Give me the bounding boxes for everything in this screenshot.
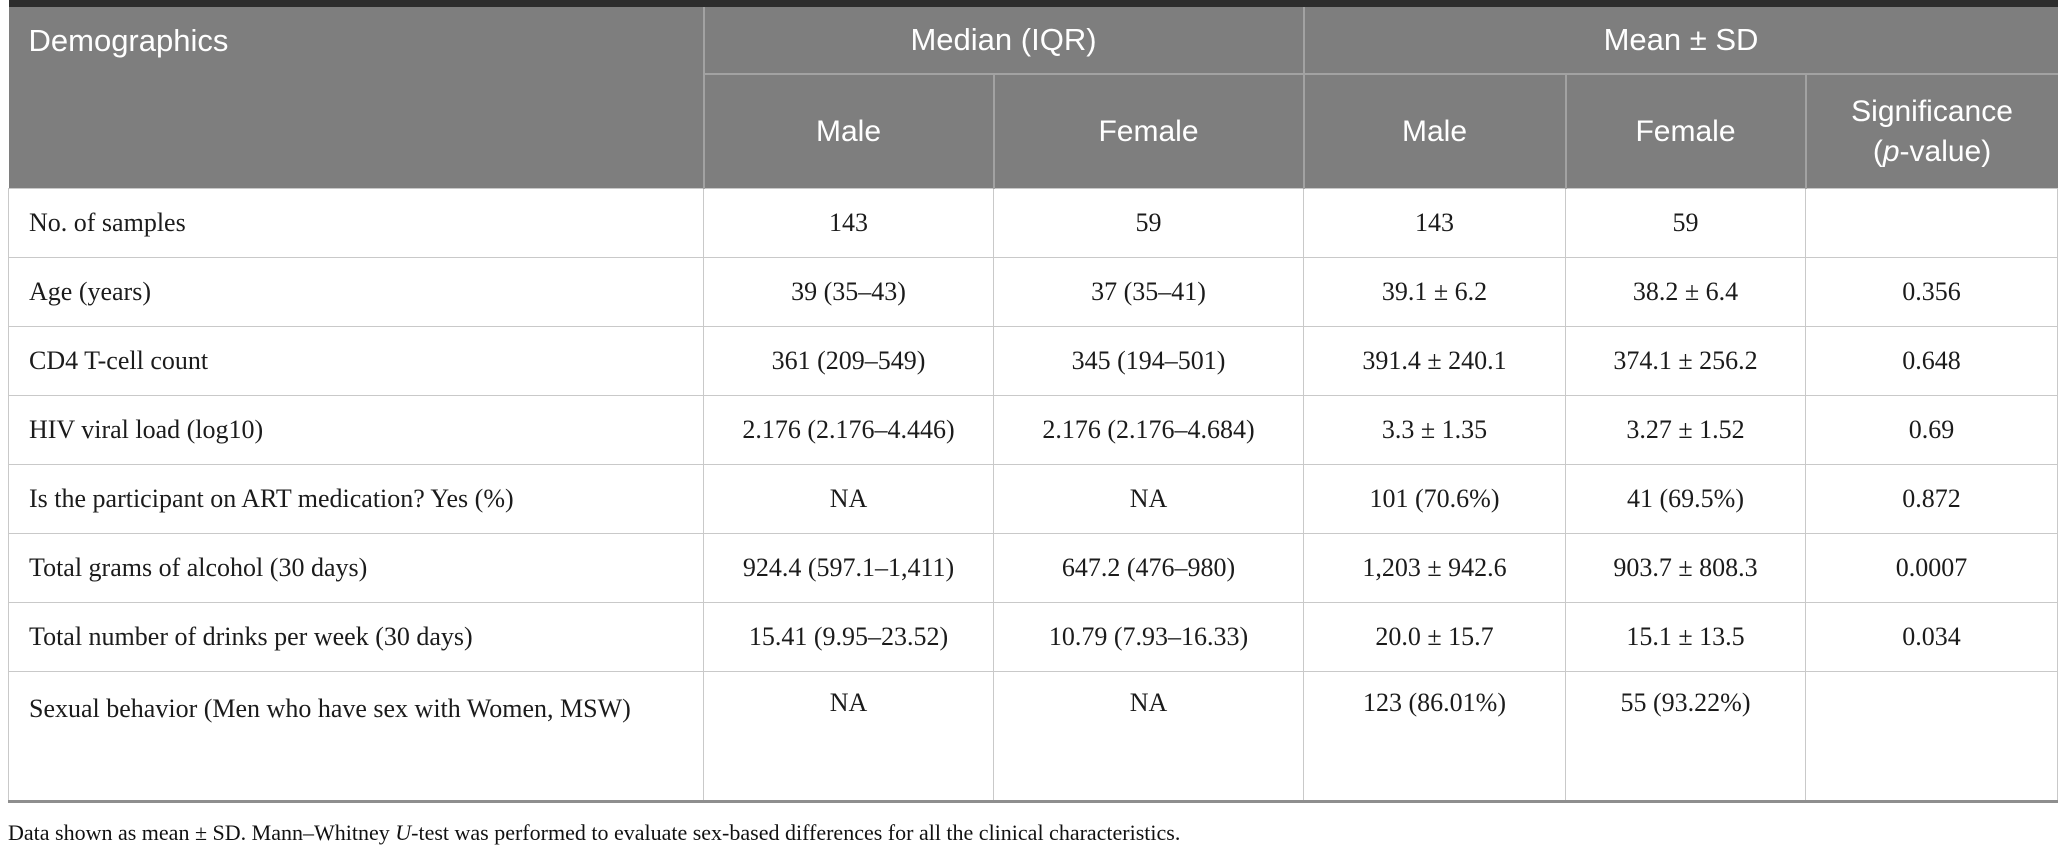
data-cell: 59 [992, 188, 1305, 258]
header-demographics: Demographics [8, 3, 705, 189]
data-cell: 143 [1303, 188, 1567, 258]
data-cell: 123 (86.01%) [1303, 671, 1567, 802]
p-value-cell: 0.872 [1805, 464, 2059, 534]
footnote-u-italic: U [395, 820, 412, 845]
data-cell: 15.1 ± 13.5 [1565, 602, 1807, 672]
data-cell: 101 (70.6%) [1303, 464, 1567, 534]
data-cell: 55 (93.22%) [1565, 671, 1807, 802]
data-cell: 2.176 (2.176–4.446) [703, 395, 994, 465]
data-cell: 345 (194–501) [992, 326, 1305, 396]
data-cell: 10.79 (7.93–16.33) [992, 602, 1305, 672]
header-group-median-iqr: Median (IQR) [703, 3, 1305, 75]
data-cell: 3.27 ± 1.52 [1565, 395, 1807, 465]
p-value-cell: 0.69 [1805, 395, 2059, 465]
data-cell: 41 (69.5%) [1565, 464, 1807, 534]
data-cell: 20.0 ± 15.7 [1303, 602, 1567, 672]
header-significance: Significance (p-value) [1805, 74, 2058, 189]
data-cell: 924.4 (597.1–1,411) [703, 533, 994, 603]
p-value-cell: 0.0007 [1805, 533, 2059, 603]
significance-p-italic: p [1882, 134, 1900, 168]
data-cell: 2.176 (2.176–4.684) [992, 395, 1305, 465]
data-cell: NA [703, 464, 994, 534]
p-value-cell: 0.648 [1805, 326, 2059, 396]
header-group-mean-sd: Mean ± SD [1303, 3, 2058, 75]
table-row: Total grams of alcohol (30 days) 924.4 (… [8, 533, 2059, 603]
significance-rest: -value) [1899, 134, 1992, 168]
data-cell: 15.41 (9.95–23.52) [703, 602, 994, 672]
table-row: Total number of drinks per week (30 days… [8, 602, 2059, 672]
demographics-table: Demographics Median (IQR) Mean ± SD Male… [8, 0, 2059, 803]
header-mean-male: Male [1303, 74, 1567, 189]
data-cell: 647.2 (476–980) [992, 533, 1305, 603]
p-value-cell [1805, 671, 2059, 802]
data-cell: 361 (209–549) [703, 326, 994, 396]
data-cell: NA [992, 671, 1305, 802]
row-label: Age (years) [8, 257, 704, 327]
header-group-row: Demographics Median (IQR) Mean ± SD [8, 3, 2058, 189]
significance-line1: Significance [1851, 94, 2013, 128]
data-cell: 3.3 ± 1.35 [1303, 395, 1567, 465]
table-footnote: Data shown as mean ± SD. Mann–Whitney U-… [8, 819, 2057, 847]
data-cell: 37 (35–41) [992, 257, 1305, 327]
row-label: No. of samples [8, 188, 704, 258]
significance-open-paren: ( [1872, 134, 1883, 168]
data-cell: 374.1 ± 256.2 [1565, 326, 1807, 396]
table-row: HIV viral load (log10) 2.176 (2.176–4.44… [8, 395, 2059, 465]
data-cell: 38.2 ± 6.4 [1565, 257, 1807, 327]
data-cell: NA [992, 464, 1305, 534]
p-value-cell: 0.356 [1805, 257, 2059, 327]
row-label: Sexual behavior (Men who have sex with W… [8, 671, 704, 802]
footnote-part2: -test was performed to evaluate sex-base… [411, 820, 1181, 845]
data-cell: 1,203 ± 942.6 [1303, 533, 1567, 603]
row-label: Total grams of alcohol (30 days) [8, 533, 704, 603]
header-sub-row: Male Female Male Female Significance (p-… [9, 74, 2058, 189]
header-mean-female: Female [1565, 74, 1807, 189]
data-cell: 39.1 ± 6.2 [1303, 257, 1567, 327]
row-label: HIV viral load (log10) [8, 395, 704, 465]
row-label: CD4 T-cell count [8, 326, 704, 396]
data-cell: 391.4 ± 240.1 [1303, 326, 1567, 396]
p-value-cell: 0.034 [1805, 602, 2059, 672]
table-row: Is the participant on ART medication? Ye… [8, 464, 2059, 534]
footnote-part1: Data shown as mean ± SD. Mann–Whitney [8, 820, 396, 845]
page: Demographics Median (IQR) Mean ± SD Male… [8, 0, 2059, 845]
table-header: Demographics Median (IQR) Mean ± SD Male… [8, 3, 2058, 189]
table-row: No. of samples 143 59 143 59 [8, 188, 2059, 258]
data-cell: NA [703, 671, 994, 802]
data-cell: 59 [1565, 188, 1807, 258]
table-body: No. of samples 143 59 143 59 Age (years)… [8, 188, 2059, 802]
table-row: CD4 T-cell count 361 (209–549) 345 (194–… [8, 326, 2059, 396]
row-label: Total number of drinks per week (30 days… [8, 602, 704, 672]
table-row: Age (years) 39 (35–43) 37 (35–41) 39.1 ±… [8, 257, 2059, 327]
data-cell: 143 [703, 188, 994, 258]
p-value-cell [1805, 188, 2059, 258]
table-row: Sexual behavior (Men who have sex with W… [8, 671, 2059, 802]
header-median-female: Female [993, 74, 1305, 189]
data-cell: 39 (35–43) [703, 257, 994, 327]
header-median-male: Male [703, 74, 995, 189]
row-label: Is the participant on ART medication? Ye… [8, 464, 704, 534]
data-cell: 903.7 ± 808.3 [1565, 533, 1807, 603]
